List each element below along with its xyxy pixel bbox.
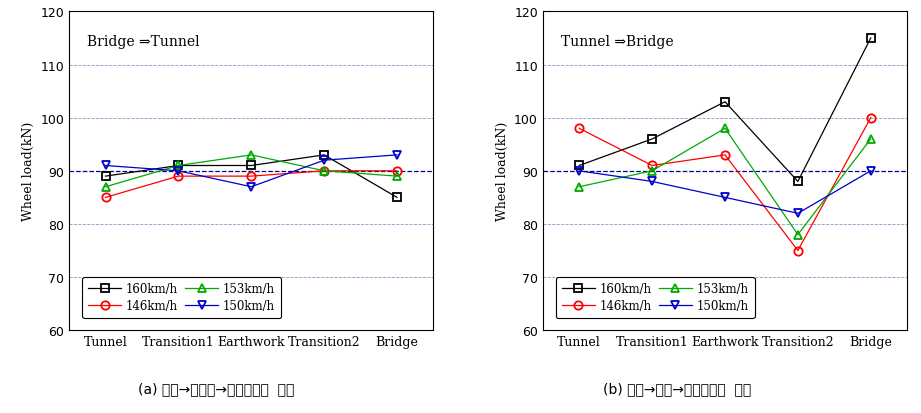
Text: (a) 터널→토공부→교량구간의  윤중: (a) 터널→토공부→교량구간의 윤중	[138, 381, 295, 395]
160km/h	[391, 195, 402, 200]
Line: 146km/h: 146km/h	[101, 167, 402, 202]
146km/h	[647, 164, 658, 169]
153km/h	[246, 153, 257, 158]
146km/h	[792, 249, 803, 254]
Y-axis label: Wheel load(kN): Wheel load(kN)	[22, 122, 35, 221]
150km/h	[719, 195, 730, 200]
150km/h	[792, 211, 803, 216]
Legend: 160km/h, 146km/h, 153km/h, 150km/h: 160km/h, 146km/h, 153km/h, 150km/h	[556, 277, 754, 318]
150km/h	[865, 169, 876, 174]
150km/h	[173, 169, 184, 174]
153km/h	[574, 185, 585, 190]
153km/h	[792, 233, 803, 237]
146km/h	[173, 174, 184, 179]
150km/h	[100, 164, 111, 169]
160km/h	[719, 100, 730, 105]
160km/h	[173, 164, 184, 169]
146km/h	[719, 153, 730, 158]
Text: Tunnel ⇒Bridge: Tunnel ⇒Bridge	[561, 35, 673, 49]
146km/h	[391, 169, 402, 174]
160km/h	[246, 164, 257, 169]
Line: 150km/h: 150km/h	[101, 151, 402, 192]
153km/h	[391, 174, 402, 179]
153km/h	[173, 164, 184, 169]
160km/h	[792, 180, 803, 185]
160km/h	[865, 36, 876, 41]
153km/h	[719, 126, 730, 131]
Text: (b) 교량→토공→터널구간의  윤중: (b) 교량→토공→터널구간의 윤중	[603, 381, 751, 395]
160km/h	[647, 137, 658, 142]
153km/h	[319, 169, 330, 174]
Line: 150km/h: 150km/h	[575, 167, 875, 218]
160km/h	[319, 153, 330, 158]
Text: Bridge ⇒Tunnel: Bridge ⇒Tunnel	[87, 35, 200, 49]
Line: 160km/h: 160km/h	[575, 35, 875, 186]
Line: 153km/h: 153km/h	[101, 151, 402, 192]
146km/h	[319, 169, 330, 174]
160km/h	[100, 174, 111, 179]
153km/h	[647, 169, 658, 174]
Legend: 160km/h, 146km/h, 153km/h, 150km/h: 160km/h, 146km/h, 153km/h, 150km/h	[82, 277, 281, 318]
150km/h	[574, 169, 585, 174]
150km/h	[647, 180, 658, 185]
Line: 153km/h: 153km/h	[575, 125, 875, 239]
146km/h	[574, 126, 585, 131]
150km/h	[319, 158, 330, 163]
153km/h	[865, 137, 876, 142]
146km/h	[246, 174, 257, 179]
146km/h	[100, 195, 111, 200]
146km/h	[865, 116, 876, 121]
Y-axis label: Wheel load(kN): Wheel load(kN)	[495, 122, 508, 221]
Line: 146km/h: 146km/h	[575, 114, 875, 255]
150km/h	[246, 185, 257, 190]
160km/h	[574, 164, 585, 169]
153km/h	[100, 185, 111, 190]
Line: 160km/h: 160km/h	[101, 151, 402, 202]
150km/h	[391, 153, 402, 158]
